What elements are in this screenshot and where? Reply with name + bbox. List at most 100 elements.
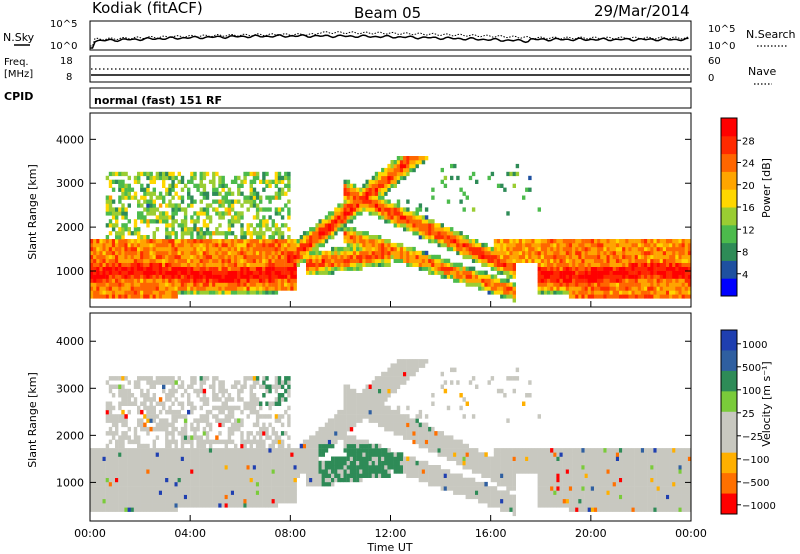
velocity-cell: [265, 388, 269, 394]
power-cell: [193, 175, 197, 181]
velocity-cell: [111, 460, 116, 466]
velocity-cell: [121, 397, 125, 402]
velocity-cell: [174, 469, 178, 474]
power-cell: [208, 282, 213, 287]
power-cell: [215, 290, 219, 295]
velocity-cell: [243, 376, 247, 381]
power-cell: [202, 171, 207, 177]
power-cell: [215, 191, 219, 196]
power-cell: [224, 235, 228, 240]
power-cell: [243, 274, 247, 279]
power-cell: [287, 187, 291, 192]
power-cell: [387, 199, 391, 204]
power-cell: [218, 183, 222, 188]
velocity-cell: [271, 481, 275, 487]
power-cell: [137, 203, 141, 208]
power-cell: [196, 278, 200, 283]
velocity-cell: [158, 498, 163, 504]
power-cell: [478, 258, 482, 263]
power-cell: [274, 171, 279, 177]
velocity-cell: [252, 456, 257, 461]
power-cell: [205, 223, 210, 228]
power-cell: [137, 227, 141, 232]
velocity-cell: [115, 494, 119, 500]
power-cell: [105, 199, 110, 204]
velocity-cell: [162, 494, 166, 500]
power-cell: [424, 250, 429, 256]
velocity-cell: [212, 477, 216, 483]
velocity-cell: [124, 414, 128, 419]
power-cell: [556, 242, 560, 248]
power-cell: [243, 239, 247, 244]
velocity-cell: [137, 380, 141, 385]
power-cell: [396, 207, 401, 212]
power-cell: [406, 262, 410, 267]
power-cell: [509, 294, 513, 299]
velocity-cell: [271, 431, 275, 436]
velocity-cell: [183, 431, 188, 436]
velocity-cell: [174, 494, 178, 500]
power-cell: [656, 282, 660, 287]
velocity-cell: [158, 503, 163, 508]
power-cell: [293, 254, 297, 260]
power-cell: [340, 219, 344, 224]
velocity-cell: [149, 426, 153, 432]
power-cell: [352, 258, 357, 263]
power-cell: [146, 239, 150, 244]
power-cell: [622, 278, 626, 283]
velocity-cell: [227, 414, 232, 419]
power-cell: [205, 211, 210, 216]
power-cell: [221, 262, 225, 267]
power-cell: [221, 231, 225, 236]
power-cell: [202, 274, 207, 279]
power-cell: [111, 239, 116, 244]
power-cell: [637, 266, 642, 271]
power-cell: [218, 231, 222, 236]
power-cell: [111, 242, 116, 248]
velocity-cell: [337, 418, 341, 423]
power-cbar-label-0: 4: [742, 270, 748, 281]
power-cell: [221, 246, 225, 252]
power-cell: [111, 286, 116, 291]
power-cell: [99, 258, 103, 263]
power-cell: [331, 223, 335, 228]
power-cell: [531, 258, 535, 263]
power-cell: [415, 207, 419, 212]
power-cell: [352, 227, 357, 232]
power-cell: [99, 250, 103, 256]
velocity-cell: [240, 435, 244, 440]
power-cell: [387, 211, 391, 216]
power-cell: [293, 270, 297, 275]
power-cell: [581, 282, 585, 287]
power-cell: [277, 286, 282, 291]
power-cell: [484, 250, 488, 256]
power-cell: [431, 195, 435, 200]
power-cell: [374, 250, 379, 256]
power-cell: [90, 286, 94, 291]
velocity-cell: [143, 469, 147, 474]
power-cell: [174, 262, 178, 267]
velocity-cell: [259, 486, 263, 491]
velocity-cell: [174, 465, 178, 470]
velocity-cell: [306, 452, 310, 457]
power-cell: [365, 199, 369, 204]
velocity-cell: [149, 507, 153, 512]
velocity-cell: [190, 422, 194, 428]
power-cell: [252, 278, 257, 283]
power-cell: [362, 246, 366, 252]
power-cell: [262, 274, 266, 279]
power-cell: [271, 250, 275, 256]
power-cell: [284, 239, 288, 244]
power-cell: [133, 294, 138, 299]
velocity-cell: [171, 456, 175, 461]
velocity-cell: [149, 414, 153, 419]
power-cell: [180, 175, 185, 181]
power-cell: [415, 163, 419, 169]
power-cell: [199, 286, 203, 291]
power-cell: [268, 274, 272, 279]
power-cell: [215, 239, 219, 244]
power-cell: [503, 254, 507, 260]
power-cell: [174, 239, 178, 244]
velocity-cell: [196, 388, 200, 394]
noise-left-tick-bottom: 10^0: [50, 41, 77, 52]
